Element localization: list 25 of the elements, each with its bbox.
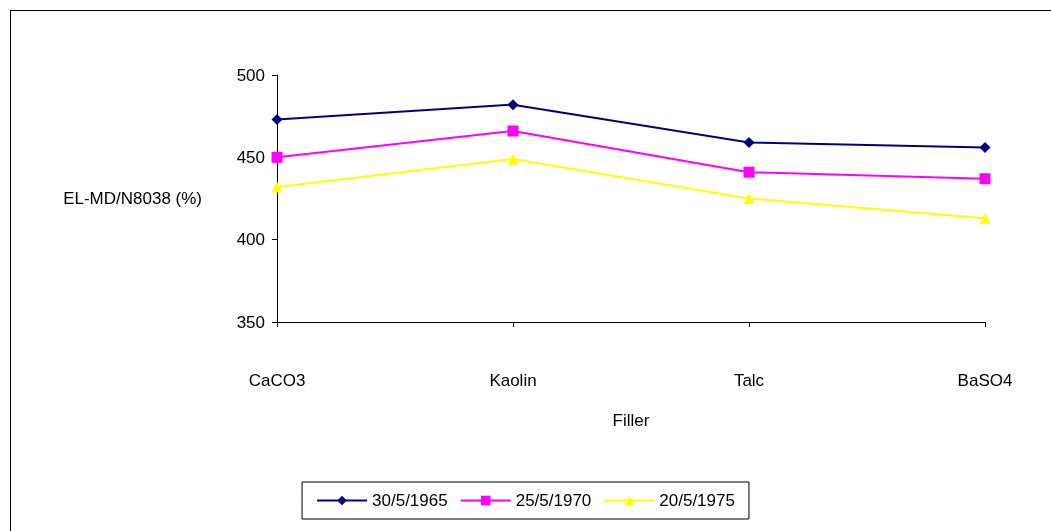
y-tick-label: 400 (236, 230, 265, 250)
legend-label: 20/5/1975 (659, 491, 735, 510)
legend-label: 25/5/1970 (515, 491, 592, 510)
x-tick-label: BaSO4 (957, 371, 1013, 390)
point (507, 125, 519, 137)
point (979, 173, 991, 185)
point (743, 137, 755, 149)
point (271, 113, 283, 125)
point (507, 99, 519, 111)
point (507, 153, 519, 165)
y-tick-label: 500 (236, 65, 265, 85)
point (979, 212, 991, 224)
legend-label: 30/5/1965 (372, 491, 448, 510)
y-axis-title: EL-MD/N8038 (%) (63, 189, 202, 208)
point (271, 151, 283, 163)
y-tick-label: 350 (236, 312, 265, 332)
y-tick-label: 450 (236, 147, 265, 167)
point (271, 181, 283, 193)
x-tick-label: Kaolin (489, 371, 537, 390)
point (743, 193, 755, 204)
point (979, 141, 991, 153)
point (743, 166, 755, 178)
x-axis-title: Filler (612, 411, 650, 430)
x-tick-label: CaCO3 (248, 371, 306, 390)
x-tick-label: Talc (733, 371, 765, 390)
